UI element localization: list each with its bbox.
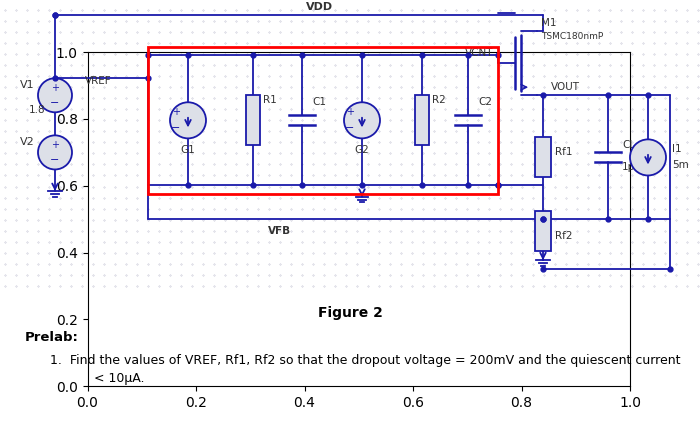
Text: −: − xyxy=(345,123,355,133)
Text: 1p: 1p xyxy=(622,162,636,172)
Text: +: + xyxy=(51,140,59,150)
Text: Prelab:: Prelab: xyxy=(25,331,79,344)
Circle shape xyxy=(344,102,380,138)
Text: 1.  Find the values of VREF, Rf1, Rf2 so that the dropout voltage = 200mV and th: 1. Find the values of VREF, Rf1, Rf2 so … xyxy=(50,354,680,385)
Circle shape xyxy=(170,102,206,138)
Bar xyxy=(246,95,260,145)
Text: +: + xyxy=(172,107,180,117)
Text: I1: I1 xyxy=(672,145,682,155)
Text: V1: V1 xyxy=(20,80,34,90)
Text: R1: R1 xyxy=(263,95,276,105)
Circle shape xyxy=(38,135,72,169)
Text: +: + xyxy=(51,82,59,92)
Circle shape xyxy=(630,139,666,175)
Text: CL: CL xyxy=(622,140,635,151)
Text: +: + xyxy=(346,107,354,117)
Circle shape xyxy=(38,78,72,112)
Text: Rf2: Rf2 xyxy=(555,230,573,240)
Text: VCNT: VCNT xyxy=(465,48,493,58)
Text: C1: C1 xyxy=(312,97,326,107)
Text: R2: R2 xyxy=(432,95,446,105)
Text: C2: C2 xyxy=(478,97,492,107)
Text: −: − xyxy=(50,98,60,108)
Text: VDD: VDD xyxy=(307,2,334,12)
Text: VFB: VFB xyxy=(268,226,292,236)
Text: M1: M1 xyxy=(541,18,556,28)
Text: VOUT: VOUT xyxy=(551,82,580,92)
Bar xyxy=(535,138,551,178)
Text: V2: V2 xyxy=(20,138,34,148)
Text: G1: G1 xyxy=(181,145,195,155)
Text: 5m: 5m xyxy=(672,161,689,171)
Text: Figure 2: Figure 2 xyxy=(318,306,382,320)
Bar xyxy=(415,95,429,145)
Text: TSMC180nmP: TSMC180nmP xyxy=(541,32,603,41)
Bar xyxy=(535,210,551,251)
Text: −: − xyxy=(50,155,60,165)
Text: Rf1: Rf1 xyxy=(555,148,573,158)
Text: G2: G2 xyxy=(355,145,370,155)
Text: 1.8: 1.8 xyxy=(29,105,46,115)
Text: VREF: VREF xyxy=(85,76,111,86)
Text: −: − xyxy=(172,123,181,133)
